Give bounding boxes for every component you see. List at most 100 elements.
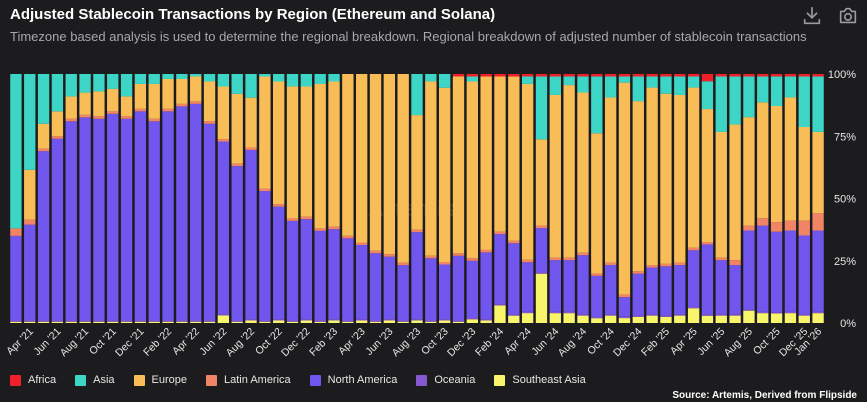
bar-segment-asia[interactable] bbox=[24, 74, 36, 170]
bar-segment-southeast-asia[interactable] bbox=[397, 321, 409, 323]
bar-segment-southeast-asia[interactable] bbox=[508, 315, 520, 323]
bar-segment-asia[interactable] bbox=[687, 76, 700, 88]
bar-segment-latin-america[interactable] bbox=[383, 254, 396, 257]
bar-segment-latin-america[interactable] bbox=[314, 228, 326, 231]
bar-segment-europe[interactable] bbox=[245, 97, 257, 148]
bar-segment-asia[interactable] bbox=[743, 76, 755, 118]
bar-segment-europe[interactable] bbox=[259, 76, 271, 189]
bar-segment-southeast-asia[interactable] bbox=[549, 313, 561, 323]
bar-segment-europe[interactable] bbox=[120, 96, 133, 117]
camera-icon[interactable] bbox=[837, 5, 859, 27]
bar-segment-southeast-asia[interactable] bbox=[120, 321, 133, 323]
bar-segment-latin-america[interactable] bbox=[604, 262, 617, 266]
bar-segment-europe[interactable] bbox=[397, 74, 409, 263]
bar-segment-north-america[interactable] bbox=[245, 149, 257, 320]
bar-segment-africa[interactable] bbox=[674, 74, 686, 77]
bar-segment-latin-america[interactable] bbox=[342, 235, 354, 239]
bar-segment-latin-america[interactable] bbox=[674, 262, 686, 266]
bar-segment-southeast-asia[interactable] bbox=[217, 315, 230, 323]
bar-segment-europe[interactable] bbox=[383, 74, 396, 255]
bar-segment-asia[interactable] bbox=[107, 74, 119, 89]
bar-segment-oceania[interactable] bbox=[273, 319, 285, 321]
bar-segment-oceania[interactable] bbox=[107, 320, 119, 322]
bar-segment-asia[interactable] bbox=[701, 81, 714, 110]
bar-segment-asia[interactable] bbox=[438, 74, 451, 88]
bar-segment-latin-america[interactable] bbox=[494, 231, 506, 235]
bar-segment-latin-america[interactable] bbox=[535, 225, 548, 229]
bar-segment-latin-america[interactable] bbox=[24, 219, 36, 225]
bar-segment-asia[interactable] bbox=[176, 74, 188, 79]
bar-segment-europe[interactable] bbox=[535, 139, 548, 226]
bar-segment-oceania[interactable] bbox=[425, 320, 437, 322]
bar-segment-north-america[interactable] bbox=[480, 252, 492, 320]
bar-segment-asia[interactable] bbox=[37, 74, 50, 124]
bar-segment-north-america[interactable] bbox=[10, 235, 22, 321]
bar-segment-africa[interactable] bbox=[757, 74, 769, 77]
bar-segment-north-america[interactable] bbox=[743, 230, 755, 310]
bar-segment-asia[interactable] bbox=[259, 74, 271, 77]
bar-segment-asia[interactable] bbox=[314, 74, 326, 84]
bar-segment-europe[interactable] bbox=[300, 86, 313, 217]
bar-segment-europe[interactable] bbox=[632, 101, 644, 272]
bar-segment-southeast-asia[interactable] bbox=[770, 313, 783, 323]
bar-segment-north-america[interactable] bbox=[535, 228, 548, 273]
bar-segment-europe[interactable] bbox=[812, 131, 824, 214]
bar-segment-southeast-asia[interactable] bbox=[134, 321, 147, 323]
bar-segment-europe[interactable] bbox=[51, 111, 64, 137]
bar-segment-europe[interactable] bbox=[134, 83, 147, 109]
bar-segment-southeast-asia[interactable] bbox=[328, 320, 340, 324]
bar-segment-latin-america[interactable] bbox=[190, 101, 202, 104]
bar-segment-africa[interactable] bbox=[535, 74, 548, 77]
bar-segment-oceania[interactable] bbox=[480, 319, 492, 321]
legend-item-africa[interactable]: Africa bbox=[10, 374, 56, 386]
bar-segment-north-america[interactable] bbox=[273, 206, 285, 320]
bar-segment-oceania[interactable] bbox=[314, 320, 326, 322]
bar-segment-africa[interactable] bbox=[632, 74, 644, 77]
bar-segment-oceania[interactable] bbox=[508, 314, 520, 316]
bar-segment-europe[interactable] bbox=[729, 124, 741, 261]
bar-segment-oceania[interactable] bbox=[148, 320, 160, 322]
bar-segment-europe[interactable] bbox=[618, 82, 631, 295]
bar-segment-asia[interactable] bbox=[604, 76, 617, 98]
bar-segment-africa[interactable] bbox=[743, 74, 755, 77]
bar-segment-latin-america[interactable] bbox=[646, 265, 658, 268]
bar-segment-north-america[interactable] bbox=[508, 243, 520, 315]
bar-segment-southeast-asia[interactable] bbox=[798, 315, 810, 323]
bar-segment-oceania[interactable] bbox=[701, 314, 714, 316]
bar-segment-latin-america[interactable] bbox=[508, 240, 520, 244]
bar-segment-africa[interactable] bbox=[466, 74, 478, 77]
bar-segment-latin-america[interactable] bbox=[591, 273, 603, 276]
bar-segment-north-america[interactable] bbox=[577, 255, 589, 315]
bar-segment-europe[interactable] bbox=[425, 81, 437, 256]
bar-segment-north-america[interactable] bbox=[286, 220, 299, 321]
bar-segment-southeast-asia[interactable] bbox=[757, 313, 769, 323]
bar-segment-europe[interactable] bbox=[577, 92, 589, 253]
bar-segment-north-america[interactable] bbox=[604, 265, 617, 315]
bar-segment-southeast-asia[interactable] bbox=[286, 321, 299, 323]
bar-segment-southeast-asia[interactable] bbox=[466, 319, 478, 323]
bar-segment-oceania[interactable] bbox=[784, 311, 797, 314]
bar-segment-latin-america[interactable] bbox=[203, 121, 216, 124]
bar-segment-north-america[interactable] bbox=[784, 230, 797, 312]
bar-segment-north-america[interactable] bbox=[687, 250, 700, 307]
bar-segment-latin-america[interactable] bbox=[784, 220, 797, 231]
bar-segment-europe[interactable] bbox=[190, 76, 202, 102]
bar-segment-asia[interactable] bbox=[591, 76, 603, 134]
bar-segment-southeast-asia[interactable] bbox=[65, 321, 77, 323]
bar-segment-southeast-asia[interactable] bbox=[646, 315, 658, 323]
bar-segment-europe[interactable] bbox=[231, 93, 243, 164]
bar-segment-oceania[interactable] bbox=[93, 320, 105, 322]
bar-segment-latin-america[interactable] bbox=[687, 247, 700, 251]
bar-segment-north-america[interactable] bbox=[148, 121, 160, 321]
bar-segment-latin-america[interactable] bbox=[286, 218, 299, 221]
bar-segment-latin-america[interactable] bbox=[51, 136, 64, 139]
bar-segment-southeast-asia[interactable] bbox=[369, 321, 382, 323]
bar-segment-latin-america[interactable] bbox=[549, 257, 561, 261]
bar-segment-oceania[interactable] bbox=[591, 316, 603, 319]
bar-segment-north-america[interactable] bbox=[356, 244, 368, 320]
legend-item-latin-america[interactable]: Latin America bbox=[206, 374, 291, 386]
bar-segment-latin-america[interactable] bbox=[37, 148, 50, 152]
bar-segment-europe[interactable] bbox=[24, 169, 36, 220]
bar-segment-north-america[interactable] bbox=[134, 111, 147, 321]
bar-segment-latin-america[interactable] bbox=[812, 213, 824, 231]
